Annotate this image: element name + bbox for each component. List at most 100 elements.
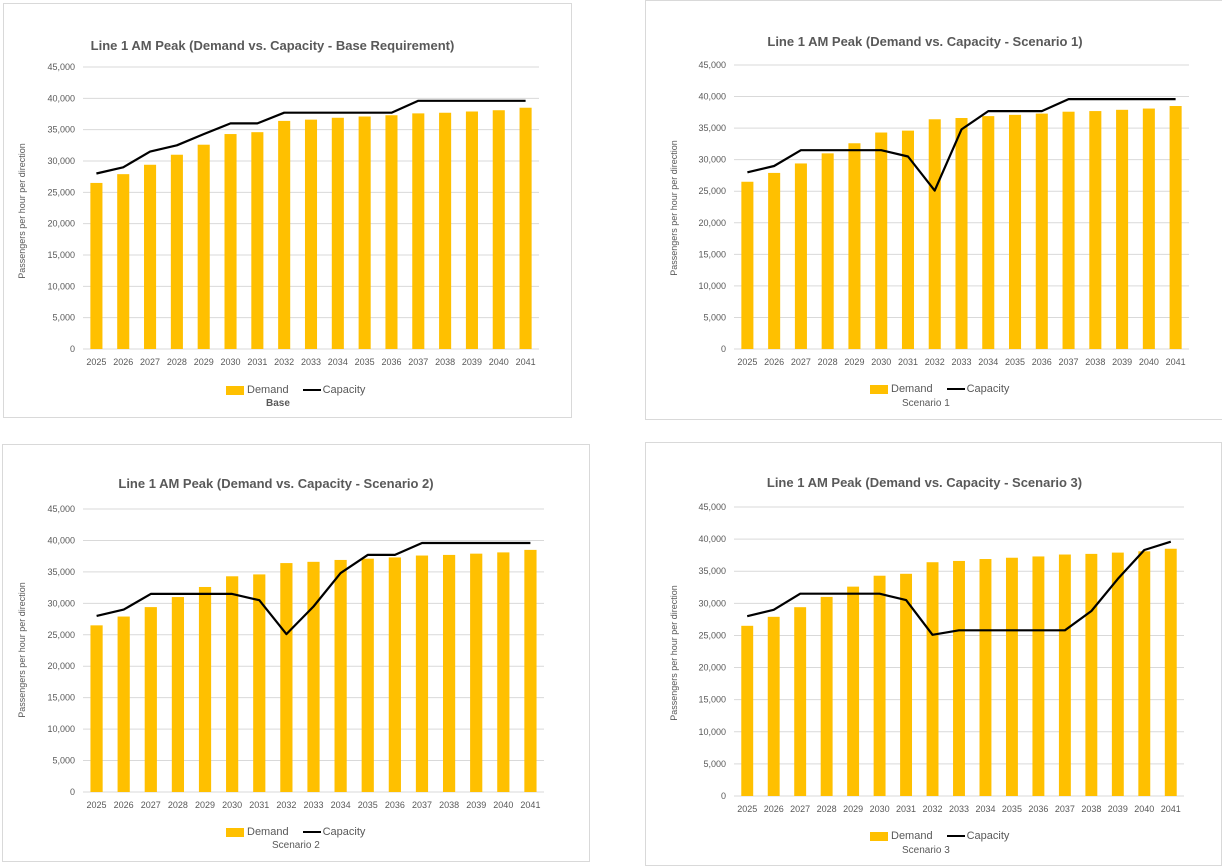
- y-tick-label: 10,000: [47, 724, 75, 734]
- demand-bar: [331, 117, 344, 349]
- demand-bar: [361, 558, 374, 792]
- legend-swatch-capacity: [946, 835, 965, 837]
- demand-bar: [1032, 556, 1045, 796]
- x-tick-label: 2036: [1028, 804, 1048, 814]
- x-tick-label: 2028: [168, 800, 188, 810]
- y-tick-label: 15,000: [47, 250, 75, 260]
- demand-bar: [1142, 108, 1155, 350]
- demand-bar: [741, 625, 754, 796]
- x-tick-label: 2031: [249, 800, 269, 810]
- y-tick-label: 20,000: [698, 218, 726, 228]
- y-tick-label: 45,000: [47, 62, 75, 72]
- x-tick-label: 2027: [791, 357, 811, 367]
- y-tick-label: 25,000: [47, 630, 75, 640]
- x-tick-label: 2027: [790, 804, 810, 814]
- legend-label-capacity: Capacity: [966, 830, 1010, 842]
- x-tick-label: 2039: [1108, 804, 1128, 814]
- x-tick-label: 2029: [844, 357, 864, 367]
- x-tick-label: 2031: [247, 357, 267, 367]
- y-tick-label: 5,000: [52, 756, 75, 766]
- capacity-line: [747, 97, 1176, 192]
- x-tick-label: 2029: [843, 804, 863, 814]
- x-tick-label: 2033: [949, 804, 969, 814]
- x-tick-label: 2038: [439, 800, 459, 810]
- x-tick-label: 2038: [435, 357, 455, 367]
- demand-bar: [470, 553, 483, 792]
- demand-bar: [117, 616, 130, 792]
- x-tick-label: 2028: [167, 357, 187, 367]
- x-tick-label: 2028: [817, 804, 837, 814]
- capacity-line: [746, 540, 1172, 636]
- scenario-label: Scenario 3: [902, 845, 950, 856]
- legend-swatch-capacity: [302, 389, 321, 391]
- x-tick-label: 2035: [355, 357, 375, 367]
- demand-bar: [875, 132, 888, 349]
- demand-bar: [226, 576, 239, 792]
- demand-bar: [982, 116, 995, 350]
- x-tick-label: 2032: [925, 357, 945, 367]
- y-tick-label: 40,000: [698, 92, 726, 102]
- legend: Demand Capacity: [870, 383, 1009, 395]
- x-tick-label: 2040: [1134, 804, 1154, 814]
- legend-swatch-demand: [226, 827, 244, 837]
- x-tick-label: 2032: [274, 357, 294, 367]
- demand-bar: [170, 154, 183, 349]
- demand-bar: [820, 596, 833, 796]
- y-tick-label: 30,000: [698, 598, 726, 608]
- demand-bar: [873, 575, 886, 796]
- x-tick-label: 2041: [1166, 357, 1186, 367]
- x-tick-label: 2029: [195, 800, 215, 810]
- x-tick-label: 2025: [86, 357, 106, 367]
- chart-panel-scenario-1: Line 1 AM Peak (Demand vs. Capacity - Sc…: [645, 0, 1222, 420]
- y-tick-label: 0: [70, 344, 75, 354]
- y-tick-label: 5,000: [703, 759, 726, 769]
- x-tick-label: 2039: [462, 357, 482, 367]
- x-tick-label: 2033: [303, 800, 323, 810]
- demand-bar: [1169, 106, 1182, 350]
- demand-bar: [385, 115, 398, 350]
- demand-bar: [767, 616, 780, 796]
- legend-label-demand: Demand: [891, 830, 933, 842]
- demand-bar: [90, 625, 103, 792]
- chart-title: Line 1 AM Peak (Demand vs. Capacity - Ba…: [90, 38, 455, 53]
- x-tick-label: 2032: [276, 800, 296, 810]
- demand-bar: [1111, 552, 1124, 796]
- x-tick-label: 2030: [871, 357, 891, 367]
- x-tick-label: 2038: [1081, 804, 1101, 814]
- legend-swatch-demand: [870, 384, 888, 394]
- x-tick-label: 2037: [408, 357, 428, 367]
- demand-bar: [794, 607, 807, 796]
- chart-panel-base: Line 1 AM Peak (Demand vs. Capacity - Ba…: [3, 3, 572, 418]
- x-tick-label: 2032: [923, 804, 943, 814]
- x-tick-label: 2035: [1005, 357, 1025, 367]
- x-tick-label: 2040: [493, 800, 513, 810]
- x-tick-label: 2028: [818, 357, 838, 367]
- chart-plot: 0 5,000 10,000 15,000 20,000 25,000 30,000 35,0…: [47, 62, 539, 367]
- legend-label-demand: Demand: [891, 383, 933, 395]
- demand-bar: [171, 597, 185, 792]
- x-tick-label: 2041: [516, 357, 536, 367]
- y-tick-label: 35,000: [698, 123, 726, 133]
- x-tick-label: 2041: [520, 800, 540, 810]
- legend-swatch-capacity: [946, 388, 965, 390]
- y-tick-label: 30,000: [698, 155, 726, 165]
- demand-bar: [768, 172, 781, 349]
- demand-bar: [278, 120, 291, 349]
- y-tick-label: 25,000: [698, 630, 726, 640]
- capacity-line: [96, 99, 526, 175]
- x-tick-label: 2025: [87, 800, 107, 810]
- x-tick-label: 2035: [1002, 804, 1022, 814]
- demand-bar: [1116, 109, 1129, 349]
- legend-label-demand: Demand: [247, 384, 289, 396]
- y-tick-label: 35,000: [47, 567, 75, 577]
- x-tick-label: 2039: [1112, 357, 1132, 367]
- x-tick-label: 2025: [737, 804, 757, 814]
- legend-swatch-demand: [226, 385, 244, 395]
- demand-bar: [497, 552, 510, 792]
- demand-bar: [1035, 113, 1048, 350]
- chart-title: Line 1 AM Peak (Demand vs. Capacity - Sc…: [118, 476, 434, 491]
- y-tick-label: 0: [721, 344, 726, 354]
- demand-bar: [1085, 553, 1098, 796]
- demand-bar: [741, 181, 754, 349]
- demand-bar: [197, 144, 210, 349]
